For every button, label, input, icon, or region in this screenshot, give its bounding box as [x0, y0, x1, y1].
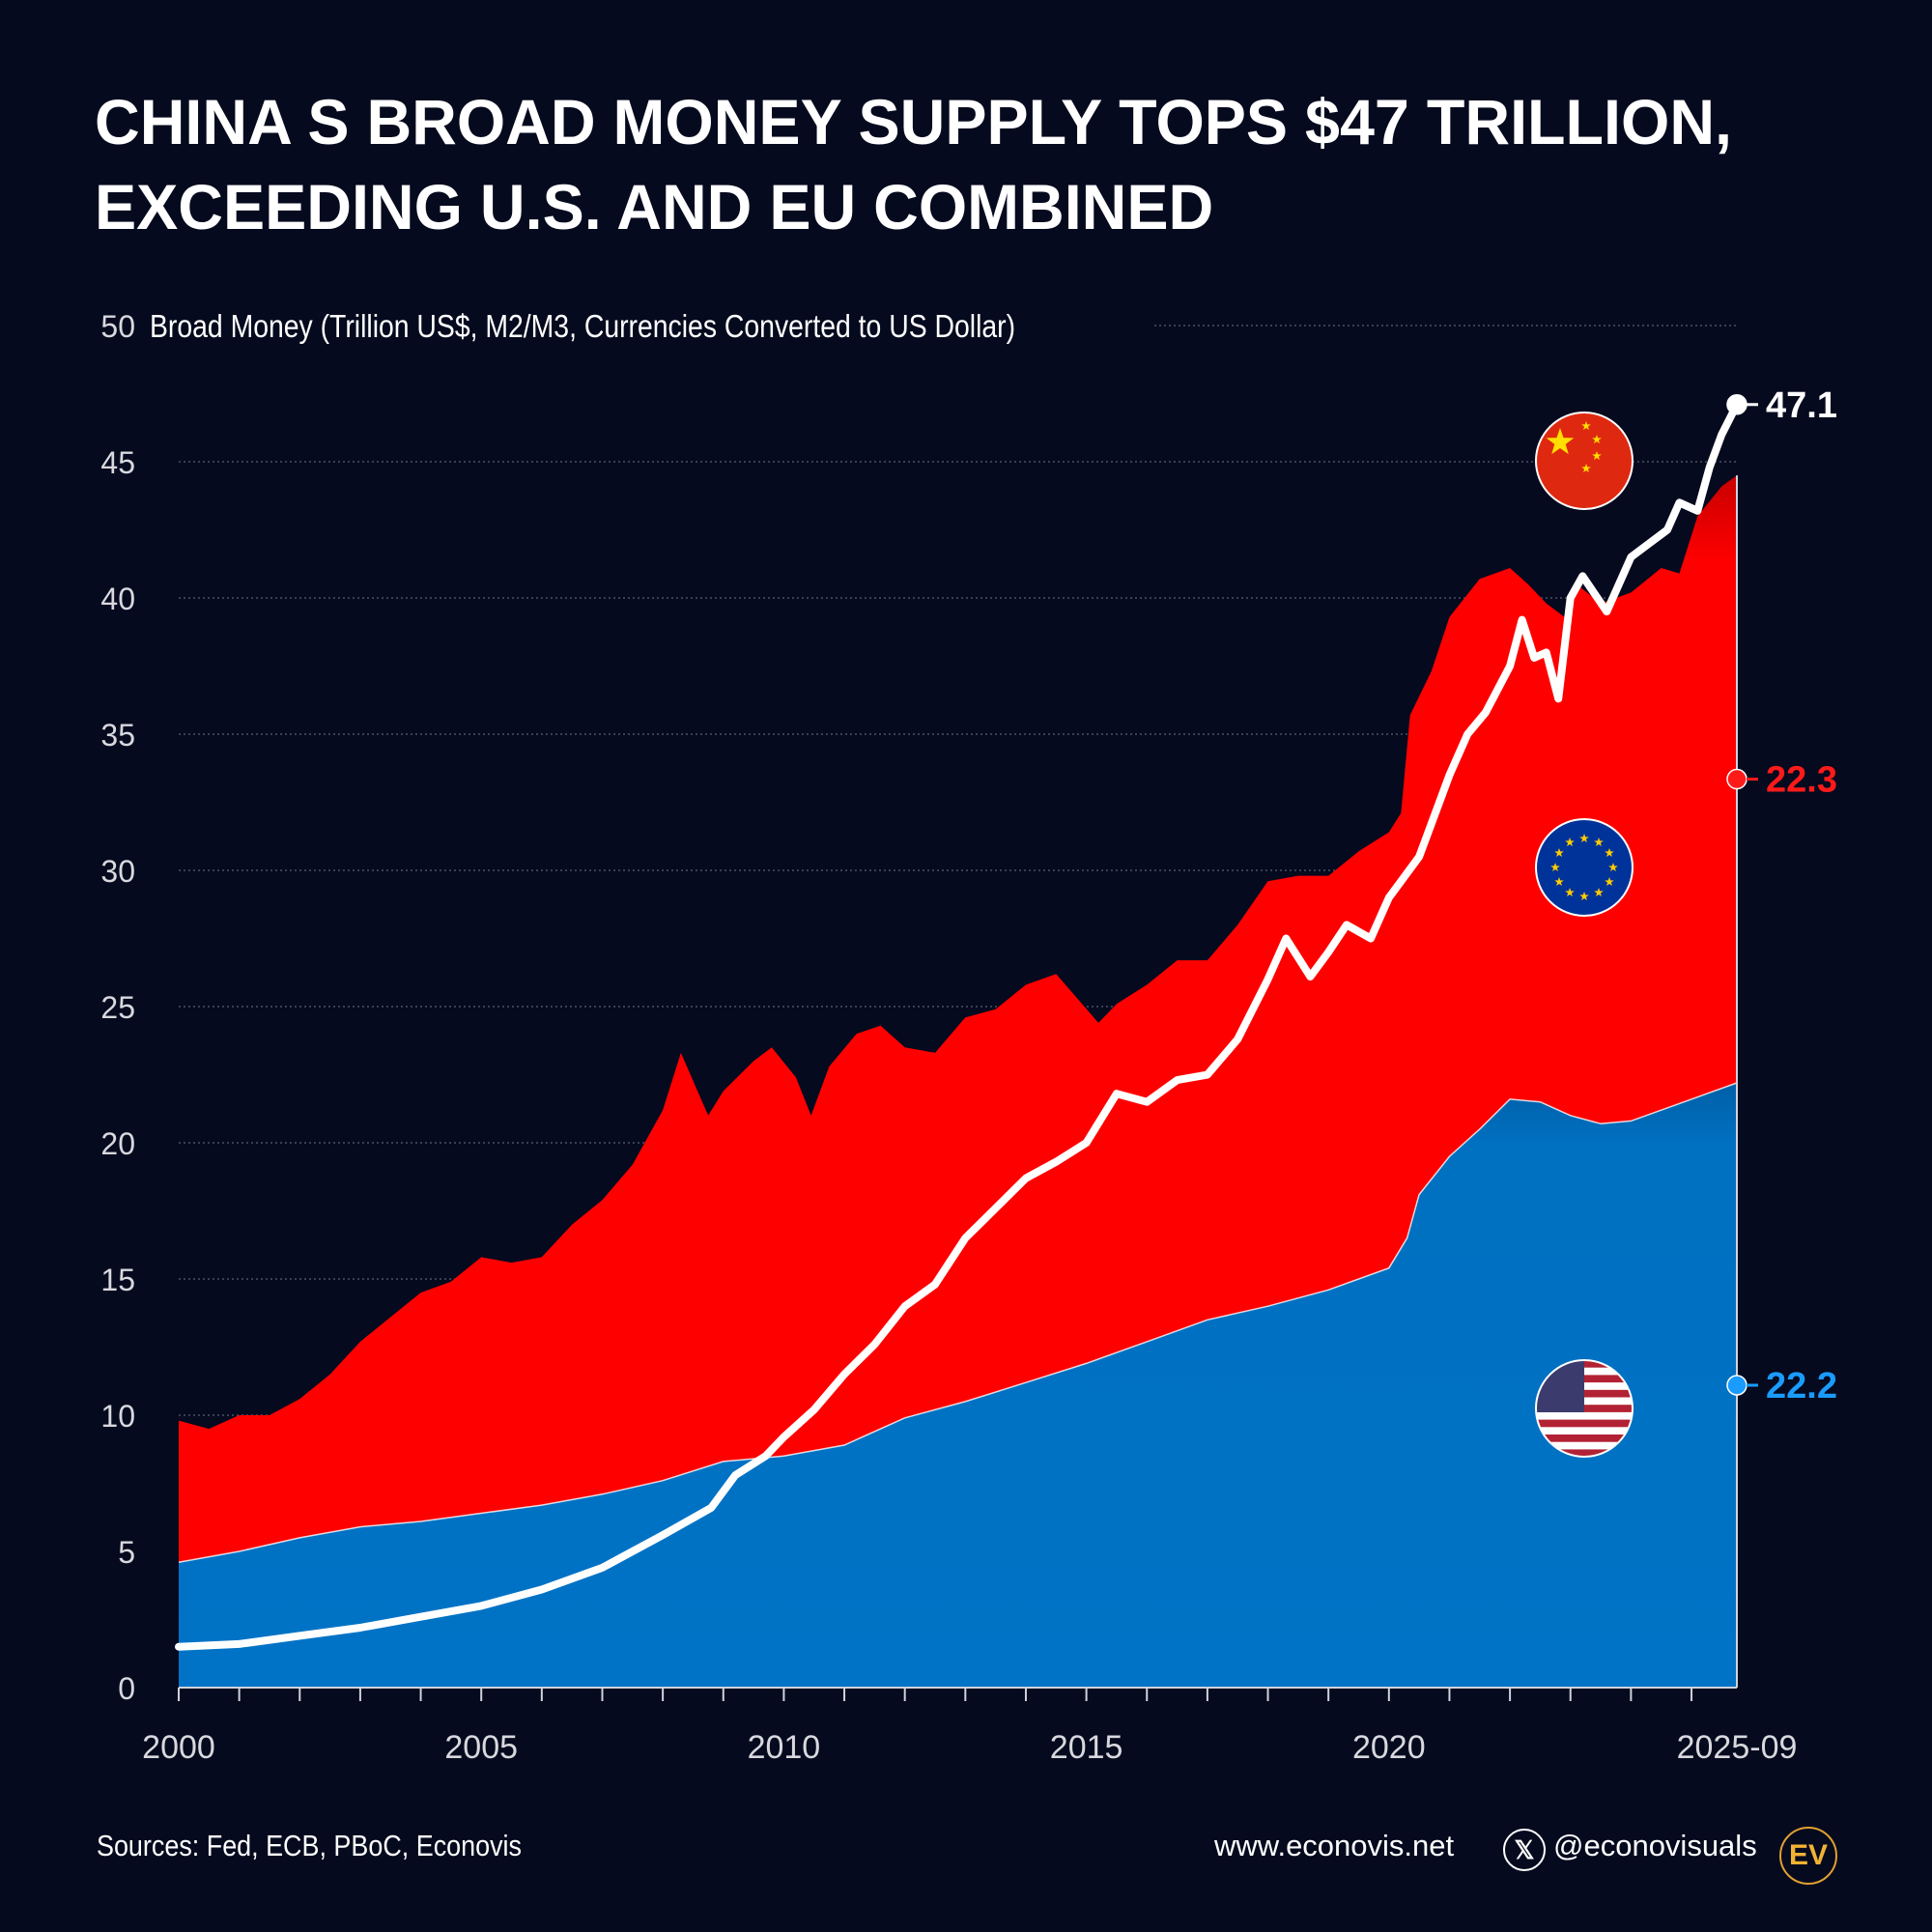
sources-text: Sources: Fed, ECB, PBoC, Econovis — [97, 1829, 522, 1862]
y-tick-label: 40 — [100, 582, 135, 616]
star-icon — [1554, 848, 1564, 857]
y-tick-label: 30 — [100, 854, 135, 889]
x-tick-label: 2015 — [1050, 1729, 1123, 1766]
y-tick-label: 35 — [100, 718, 135, 753]
y-tick-label: 50 — [100, 309, 135, 344]
y-tick-label: 15 — [100, 1263, 135, 1297]
us-flag-stripe — [1536, 1449, 1633, 1457]
y-tick-label: 25 — [100, 990, 135, 1025]
x-tick-label: 2005 — [444, 1729, 518, 1766]
china-end-dot — [1726, 394, 1747, 415]
star-icon — [1581, 421, 1591, 430]
y-axis-label: Broad Money (Trillion US$, M2/M3, Curren… — [150, 308, 1015, 345]
star-icon — [1579, 892, 1589, 900]
econovis-logo: EV — [1779, 1827, 1837, 1885]
chart-title: CHINA S BROAD MONEY SUPPLY TOPS $47 TRIL… — [95, 79, 1833, 249]
y-tick-label: 5 — [118, 1535, 135, 1570]
china-line — [175, 400, 1741, 1651]
star-icon — [1581, 464, 1591, 472]
eu-end-label: 22.3 — [1766, 760, 1837, 801]
us-area — [179, 1083, 1737, 1688]
star-icon — [1565, 888, 1575, 896]
star-icon — [1594, 838, 1604, 847]
star-icon — [1594, 888, 1604, 896]
x-tick-label: 2010 — [748, 1729, 821, 1766]
star-icon — [1592, 451, 1602, 460]
y-tick-label: 10 — [100, 1399, 135, 1434]
star-icon — [1608, 863, 1618, 871]
x-tick-label: 2025-09 — [1677, 1729, 1798, 1766]
y-tick-label: 0 — [118, 1671, 135, 1706]
star-icon — [1546, 428, 1575, 455]
website-link[interactable]: www.econovis.net — [1214, 1829, 1455, 1862]
title-line-2: EXCEEDING U.S. AND EU COMBINED — [95, 171, 1214, 242]
star-icon — [1605, 877, 1614, 886]
us-end-dot — [1726, 1375, 1747, 1396]
social-handle[interactable]: @econovisuals — [1553, 1829, 1757, 1862]
china-end-label: 47.1 — [1766, 385, 1837, 426]
us-flag-stripe — [1536, 1435, 1633, 1442]
us-area-edge — [178, 1082, 1738, 1564]
y-tick-label: 45 — [100, 445, 135, 480]
title-line-1: CHINA S BROAD MONEY SUPPLY TOPS $47 TRIL… — [95, 86, 1732, 157]
eu-area — [179, 475, 1737, 1563]
x-tick-label: 2020 — [1352, 1729, 1426, 1766]
us-end-label: 22.2 — [1766, 1366, 1837, 1406]
star-icon — [1579, 834, 1589, 842]
x-icon[interactable]: 𝕏 — [1503, 1829, 1546, 1871]
eu-flag-icon — [1536, 819, 1633, 916]
star-icon — [1605, 848, 1614, 857]
star-icon — [1550, 863, 1560, 871]
star-icon — [1592, 435, 1602, 443]
star-icon — [1565, 838, 1575, 847]
y-tick-label: 20 — [100, 1126, 135, 1161]
us-flag-stripe — [1536, 1419, 1633, 1428]
x-tick-label: 2000 — [142, 1729, 215, 1766]
star-icon — [1554, 877, 1564, 886]
eu-end-dot — [1726, 768, 1747, 790]
china-flag-icon — [1536, 412, 1633, 509]
